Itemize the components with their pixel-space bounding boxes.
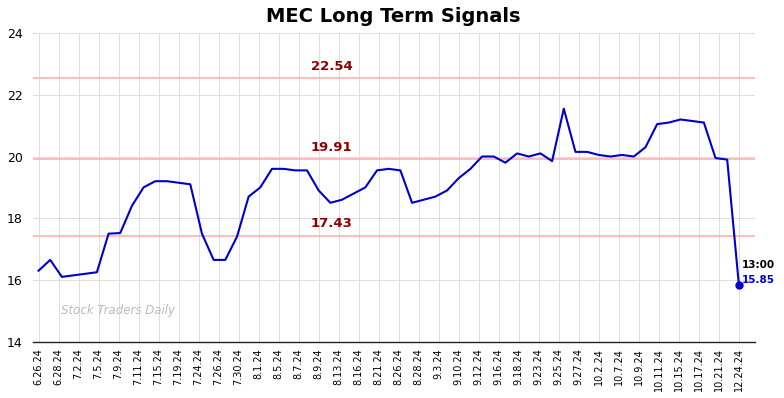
Text: 13:00: 13:00	[742, 259, 775, 269]
Text: 19.91: 19.91	[310, 141, 352, 154]
Text: 22.54: 22.54	[310, 60, 352, 72]
Text: 15.85: 15.85	[742, 275, 775, 285]
Text: Stock Traders Daily: Stock Traders Daily	[61, 304, 176, 317]
Title: MEC Long Term Signals: MEC Long Term Signals	[267, 7, 521, 26]
Text: 17.43: 17.43	[310, 217, 353, 230]
